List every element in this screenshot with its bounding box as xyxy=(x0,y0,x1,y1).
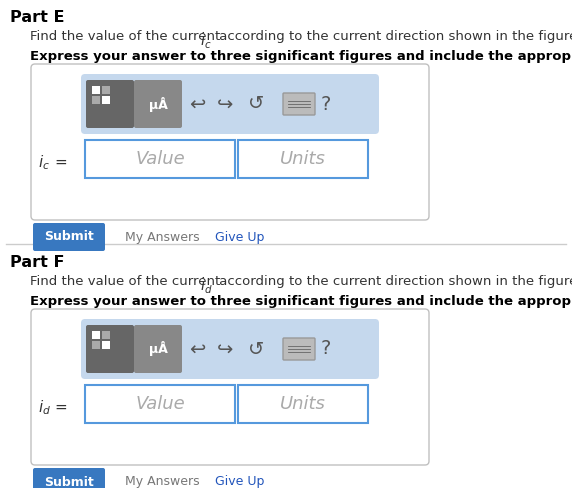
Bar xyxy=(85,385,235,423)
Text: Give Up: Give Up xyxy=(215,475,264,488)
Text: Find the value of the current: Find the value of the current xyxy=(30,30,224,43)
Text: Submit: Submit xyxy=(44,230,94,244)
FancyBboxPatch shape xyxy=(81,74,379,134)
Text: ↪: ↪ xyxy=(217,340,233,359)
Bar xyxy=(92,331,100,339)
Bar xyxy=(85,140,235,178)
Text: according to the current direction shown in the figure.: according to the current direction shown… xyxy=(215,275,572,288)
Text: Express your answer to three significant figures and include the appropriate uni: Express your answer to three significant… xyxy=(30,50,572,63)
Text: Value: Value xyxy=(135,150,185,168)
Text: My Answers: My Answers xyxy=(125,475,200,488)
Text: $i_{d}\,=$: $i_{d}\,=$ xyxy=(38,398,68,417)
Bar xyxy=(92,341,100,349)
Bar xyxy=(102,341,110,349)
Bar xyxy=(92,96,100,104)
Text: according to the current direction shown in the figure.: according to the current direction shown… xyxy=(215,30,572,43)
FancyBboxPatch shape xyxy=(81,319,379,379)
Text: Part E: Part E xyxy=(10,10,65,25)
FancyBboxPatch shape xyxy=(86,80,134,128)
Text: Units: Units xyxy=(280,395,326,413)
Text: ?: ? xyxy=(321,95,331,114)
Text: ↩: ↩ xyxy=(189,95,205,114)
Text: Give Up: Give Up xyxy=(215,230,264,244)
Text: $\dot{\imath}_{c}$: $\dot{\imath}_{c}$ xyxy=(200,30,212,51)
Bar xyxy=(102,96,110,104)
FancyBboxPatch shape xyxy=(86,325,134,373)
Text: μÅ: μÅ xyxy=(149,97,168,111)
Bar xyxy=(92,86,100,94)
Bar xyxy=(102,331,110,339)
Text: ↪: ↪ xyxy=(217,95,233,114)
Text: Submit: Submit xyxy=(44,475,94,488)
FancyBboxPatch shape xyxy=(134,325,182,373)
Text: $\dot{\imath}_{d}$: $\dot{\imath}_{d}$ xyxy=(200,275,213,296)
FancyBboxPatch shape xyxy=(283,338,315,360)
Text: μÅ: μÅ xyxy=(149,342,168,357)
Text: $i_{c}\,=$: $i_{c}\,=$ xyxy=(38,153,67,172)
FancyBboxPatch shape xyxy=(31,64,429,220)
Text: Units: Units xyxy=(280,150,326,168)
FancyBboxPatch shape xyxy=(283,93,315,115)
Text: Part F: Part F xyxy=(10,255,65,270)
Bar xyxy=(238,140,368,178)
Text: ↺: ↺ xyxy=(248,340,264,359)
Text: My Answers: My Answers xyxy=(125,230,200,244)
Text: Express your answer to three significant figures and include the appropriate uni: Express your answer to three significant… xyxy=(30,295,572,308)
FancyBboxPatch shape xyxy=(31,309,429,465)
FancyBboxPatch shape xyxy=(134,80,182,128)
FancyBboxPatch shape xyxy=(33,468,105,488)
Text: ↺: ↺ xyxy=(248,95,264,114)
Text: Find the value of the current: Find the value of the current xyxy=(30,275,224,288)
Text: ↩: ↩ xyxy=(189,340,205,359)
FancyBboxPatch shape xyxy=(33,223,105,251)
Bar xyxy=(238,385,368,423)
Bar xyxy=(102,86,110,94)
Text: ?: ? xyxy=(321,340,331,359)
Text: Value: Value xyxy=(135,395,185,413)
